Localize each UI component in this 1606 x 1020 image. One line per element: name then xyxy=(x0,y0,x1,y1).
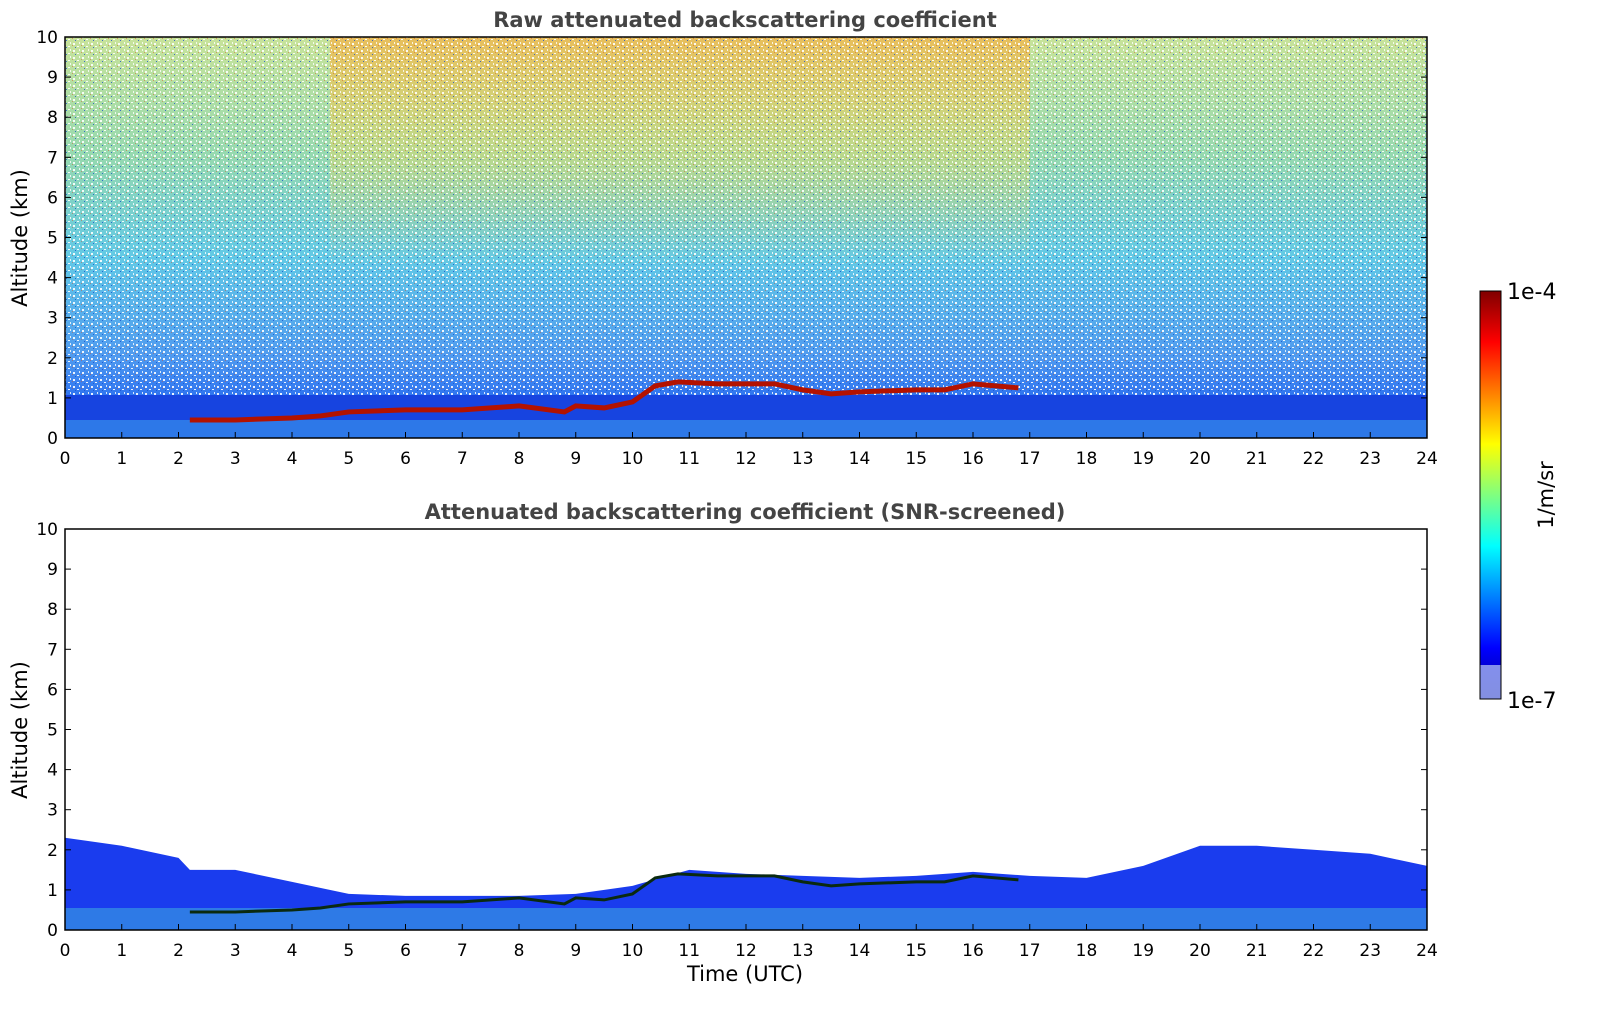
top-y-tick-label: 2 xyxy=(47,349,58,369)
top-x-tick-label: 18 xyxy=(1076,449,1098,469)
top-y-tick-label: 1 xyxy=(47,389,58,409)
bottom-x-tick-label: 23 xyxy=(1359,941,1381,961)
top-cloud-layer-line xyxy=(189,379,1019,423)
top-x-tick-label: 0 xyxy=(60,449,71,469)
bottom-x-tick-label: 0 xyxy=(60,941,71,961)
top-x-tick-label: 2 xyxy=(173,449,184,469)
top-y-tick-label: 10 xyxy=(36,28,58,48)
top-x-tick-label: 3 xyxy=(230,449,241,469)
bottom-x-tick-label: 12 xyxy=(735,941,757,961)
bottom-y-tick-label: 5 xyxy=(47,721,58,741)
top-x-tick-label: 5 xyxy=(343,449,354,469)
top-y-tick-label: 0 xyxy=(47,429,58,449)
top-y-tick-label: 7 xyxy=(47,148,58,168)
top-x-axis: 0 1 2 3 4 5 6 7 8 9 10 11 12 13 14 15 16 17 18 19 20 21 22 23 24 xyxy=(60,432,1438,469)
bottom-x-tick-label: 22 xyxy=(1303,941,1325,961)
top-x-tick-label: 14 xyxy=(849,449,871,469)
top-x-tick-label: 16 xyxy=(962,449,984,469)
top-x-tick-label: 11 xyxy=(678,449,700,469)
bottom-panel-title: Attenuated backscattering coefficient (S… xyxy=(425,500,1066,524)
bottom-x-tick-label: 20 xyxy=(1189,941,1211,961)
top-x-tick-label: 10 xyxy=(622,449,644,469)
bottom-x-tick-label: 14 xyxy=(849,941,871,961)
top-x-tick-label: 21 xyxy=(1246,449,1268,469)
top-x-tick-label: 15 xyxy=(905,449,927,469)
bottom-x-tick-label: 17 xyxy=(1019,941,1041,961)
top-y-tick-label: 3 xyxy=(47,309,58,329)
top-x-tick-label: 4 xyxy=(287,449,298,469)
bottom-x-tick-label: 13 xyxy=(792,941,814,961)
bottom-y-tick-label: 10 xyxy=(36,520,58,540)
bottom-x-axis-label: Time (UTC) xyxy=(686,962,803,986)
top-y-tick-label: 5 xyxy=(47,229,58,249)
bottom-y-tick-label: 1 xyxy=(47,881,58,901)
bottom-y-axis-label: Altitude (km) xyxy=(8,661,32,799)
top-y-axis-label: Altitude (km) xyxy=(8,169,32,307)
top-x-tick-label: 7 xyxy=(457,449,468,469)
bottom-x-tick-label: 3 xyxy=(230,941,241,961)
bottom-x-tick-label: 18 xyxy=(1076,941,1098,961)
bottom-x-tick-label: 7 xyxy=(457,941,468,961)
bottom-y-tick-label: 2 xyxy=(47,841,58,861)
bottom-y-tick-label: 7 xyxy=(47,640,58,660)
bottom-y-tick-label: 3 xyxy=(47,801,58,821)
bottom-y-tick-label: 9 xyxy=(47,560,58,580)
top-x-tick-label: 8 xyxy=(514,449,525,469)
bottom-y-tick-label: 0 xyxy=(47,921,58,941)
bottom-y-axis: 0 1 2 3 4 5 6 7 8 9 10 xyxy=(36,520,1427,941)
top-heatmap-noise xyxy=(65,37,1427,397)
colorbar-low-end xyxy=(1480,665,1501,699)
bottom-x-tick-label: 2 xyxy=(173,941,184,961)
colorbar: 1e-4 1e-7 1/m/sr xyxy=(1479,280,1558,714)
bottom-x-axis: 0 1 2 3 4 5 6 7 8 9 10 11 12 13 14 15 16 17 18 19 20 21 22 23 24 xyxy=(60,924,1438,961)
top-x-tick-label: 13 xyxy=(792,449,814,469)
bottom-x-tick-label: 6 xyxy=(400,941,411,961)
bottom-x-tick-label: 4 xyxy=(287,941,298,961)
bottom-y-tick-label: 4 xyxy=(47,761,58,781)
bottom-cloud-layer-line xyxy=(189,872,1019,914)
bottom-x-tick-label: 16 xyxy=(962,941,984,961)
top-x-tick-label: 24 xyxy=(1416,449,1438,469)
bottom-x-tick-label: 15 xyxy=(905,941,927,961)
top-x-tick-label: 17 xyxy=(1019,449,1041,469)
top-y-axis: 0 1 2 3 4 5 6 7 8 9 10 xyxy=(36,28,1427,449)
bottom-x-tick-label: 9 xyxy=(570,941,581,961)
bottom-x-tick-label: 1 xyxy=(116,941,127,961)
top-x-tick-label: 9 xyxy=(570,449,581,469)
top-y-tick-label: 9 xyxy=(47,68,58,88)
colorbar-max-label: 1e-4 xyxy=(1507,280,1556,305)
top-panel-title: Raw attenuated backscattering coefficien… xyxy=(493,8,997,32)
top-x-tick-label: 20 xyxy=(1189,449,1211,469)
bottom-y-tick-label: 6 xyxy=(47,680,58,700)
bottom-x-tick-label: 11 xyxy=(678,941,700,961)
top-x-tick-label: 19 xyxy=(1132,449,1154,469)
top-x-tick-label: 12 xyxy=(735,449,757,469)
colorbar-gradient xyxy=(1480,291,1501,699)
top-panel: Raw attenuated backscattering coefficien… xyxy=(8,8,1438,469)
top-x-tick-label: 6 xyxy=(400,449,411,469)
top-y-tick-label: 8 xyxy=(47,108,58,128)
bottom-x-tick-label: 8 xyxy=(514,941,525,961)
bottom-x-tick-label: 24 xyxy=(1416,941,1438,961)
bottom-x-tick-label: 10 xyxy=(622,941,644,961)
bottom-x-tick-label: 21 xyxy=(1246,941,1268,961)
top-x-tick-label: 1 xyxy=(116,449,127,469)
top-x-tick-label: 22 xyxy=(1303,449,1325,469)
top-y-tick-label: 6 xyxy=(47,188,58,208)
colorbar-unit-label: 1/m/sr xyxy=(1534,461,1558,529)
colorbar-frame xyxy=(1479,290,1502,700)
bottom-x-tick-label: 5 xyxy=(343,941,354,961)
bottom-y-tick-label: 8 xyxy=(47,600,58,620)
colorbar-min-label: 1e-7 xyxy=(1507,689,1556,714)
top-x-tick-label: 23 xyxy=(1359,449,1381,469)
bottom-panel: Attenuated backscattering coefficient (S… xyxy=(8,500,1438,986)
bottom-x-tick-label: 19 xyxy=(1132,941,1154,961)
bottom-boundary-layer-area xyxy=(65,837,1427,930)
top-y-tick-label: 4 xyxy=(47,269,58,289)
